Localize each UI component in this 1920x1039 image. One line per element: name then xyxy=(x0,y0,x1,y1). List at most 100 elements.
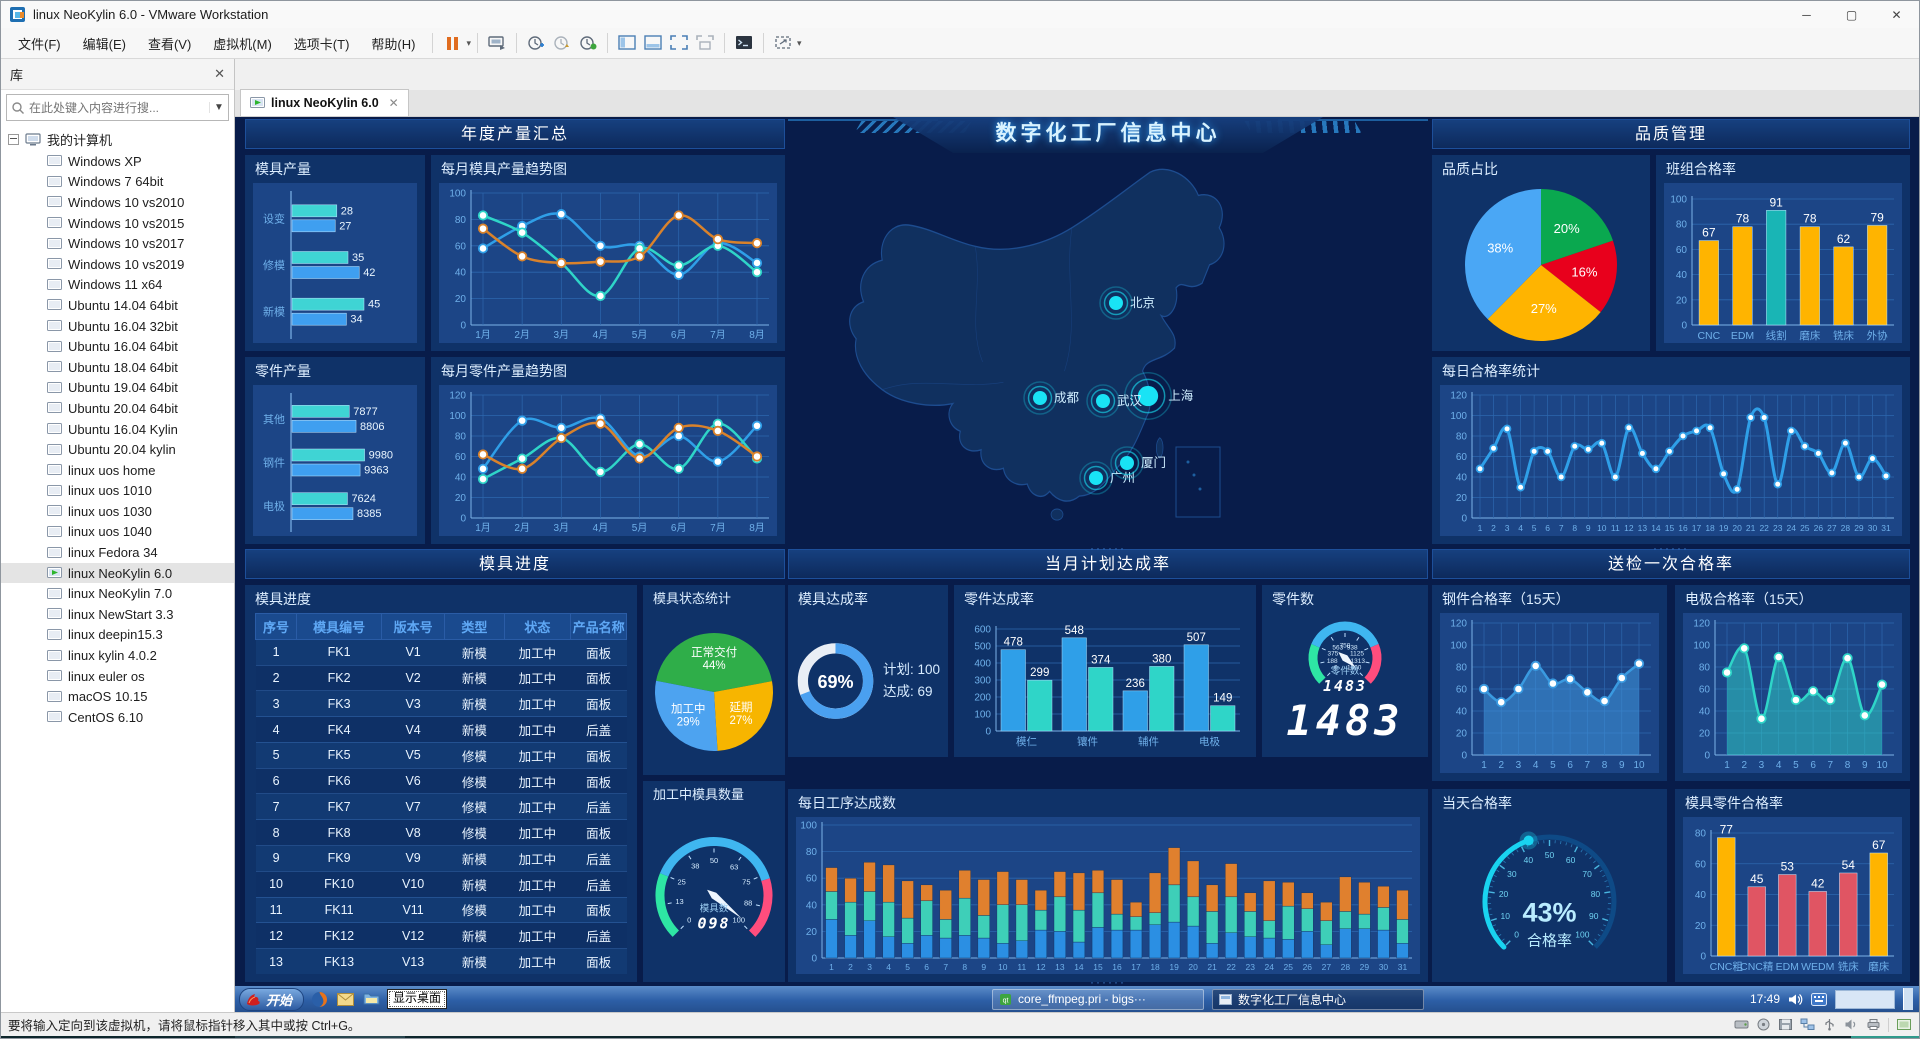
svg-text:100: 100 xyxy=(1450,411,1467,422)
vm-item[interactable]: linux deepin15.3 xyxy=(1,625,234,646)
close-button[interactable]: ✕ xyxy=(1891,7,1902,22)
vm-item[interactable]: Ubuntu 14.04 64bit xyxy=(1,295,234,316)
unity-mode-button[interactable] xyxy=(693,31,717,55)
vmware-logo-icon xyxy=(10,7,25,22)
taskbar-task[interactable]: 数字化工厂信息中心 xyxy=(1212,988,1425,1010)
vm-item[interactable]: linux Fedora 34 xyxy=(1,542,234,563)
vm-item-label: linux NeoKylin 7.0 xyxy=(68,586,173,602)
show-desktop-button[interactable]: 显示桌面 xyxy=(387,989,448,1009)
network-status-icon[interactable] xyxy=(1800,1018,1815,1031)
menu-m[interactable]: 虚拟机(M) xyxy=(213,36,272,52)
fit-guest-icon[interactable] xyxy=(1896,1018,1912,1032)
svg-text:9980: 9980 xyxy=(369,450,393,462)
take-snapshot-button[interactable] xyxy=(524,31,548,55)
vm-item-label: linux deepin15.3 xyxy=(68,627,163,643)
vm-item[interactable]: CentOS 6.10 xyxy=(1,707,234,728)
vm-item[interactable]: Windows 10 vs2010 xyxy=(1,192,234,213)
menu-e[interactable]: 编辑(E) xyxy=(82,36,126,52)
menu-f[interactable]: 文件(F) xyxy=(18,36,61,52)
svg-text:2: 2 xyxy=(1741,760,1747,771)
vm-item[interactable]: linux NewStart 3.3 xyxy=(1,604,234,625)
vm-item[interactable]: linux uos 1040 xyxy=(1,522,234,543)
svg-text:35: 35 xyxy=(352,252,364,264)
dashboard-title: 数字化工厂信息中心 xyxy=(893,117,1323,153)
menu-v[interactable]: 查看(V) xyxy=(147,36,192,52)
vm-item[interactable]: Windows 10 vs2015 xyxy=(1,213,234,234)
language-bar[interactable] xyxy=(1835,989,1895,1009)
svg-text:6: 6 xyxy=(1810,760,1816,771)
vm-item[interactable]: linux uos home xyxy=(1,460,234,481)
minimize-button[interactable]: ─ xyxy=(1802,7,1811,22)
svg-text:18: 18 xyxy=(1705,523,1715,533)
vm-tab[interactable]: linux NeoKylin 6.0 ✕ xyxy=(240,89,409,116)
vm-item[interactable]: linux NeoKylin 6.0 xyxy=(1,562,234,584)
vm-item[interactable]: Ubuntu 20.04 64bit xyxy=(1,398,234,419)
maximize-button[interactable]: ▢ xyxy=(1845,7,1858,22)
svg-text:辅件: 辅件 xyxy=(1138,735,1159,748)
vm-item[interactable]: Windows XP xyxy=(1,151,234,172)
vm-item[interactable]: Ubuntu 20.04 kylin xyxy=(1,439,234,460)
volume-icon[interactable] xyxy=(1788,993,1803,1006)
cdrom-status-icon[interactable] xyxy=(1756,1018,1771,1031)
fullscreen-button[interactable] xyxy=(667,31,691,55)
svg-text:7月: 7月 xyxy=(710,329,726,341)
send-ctrl-alt-del-button[interactable] xyxy=(485,31,509,55)
library-close-icon[interactable]: ✕ xyxy=(214,66,225,81)
vm-item[interactable]: linux NeoKylin 7.0 xyxy=(1,583,234,604)
autosize-button[interactable] xyxy=(771,31,795,55)
svg-text:10: 10 xyxy=(998,962,1008,972)
vm-item[interactable]: Windows 10 vs2019 xyxy=(1,254,234,275)
input-method-icon[interactable] xyxy=(1811,992,1827,1006)
menu-t[interactable]: 选项卡(T) xyxy=(293,36,350,52)
vm-item[interactable]: Ubuntu 16.04 Kylin xyxy=(1,419,234,440)
vm-item[interactable]: macOS 10.15 xyxy=(1,686,234,707)
vm-item[interactable]: linux euler os xyxy=(1,666,234,687)
svg-text:20: 20 xyxy=(455,493,467,504)
svg-text:新模: 新模 xyxy=(263,305,285,319)
search-input[interactable] xyxy=(25,100,209,115)
tree-expander-icon[interactable] xyxy=(8,134,19,145)
sound-status-icon[interactable] xyxy=(1844,1018,1859,1031)
vm-item[interactable]: Windows 7 64bit xyxy=(1,172,234,193)
mail-icon[interactable] xyxy=(335,989,356,1010)
folder-icon[interactable] xyxy=(361,989,382,1010)
svg-text:5月: 5月 xyxy=(632,329,648,341)
svg-text:22: 22 xyxy=(1759,523,1769,533)
svg-text:375: 375 xyxy=(1328,651,1339,658)
vm-item[interactable]: Windows 11 x64 xyxy=(1,275,234,296)
svg-text:29: 29 xyxy=(1854,523,1864,533)
pause-vm-button[interactable] xyxy=(440,31,464,55)
taskbar-task[interactable]: qt core_ffmpeg.pri - bigs··· xyxy=(992,988,1205,1010)
tab-close-icon[interactable]: ✕ xyxy=(388,96,399,110)
mold-output-chart: 设变 28 27 修模 35 42 新模 45 34 xyxy=(263,191,380,339)
firefox-icon[interactable] xyxy=(309,989,330,1010)
menu-h[interactable]: 帮助(H) xyxy=(371,36,416,52)
vm-item[interactable]: linux kylin 4.0.2 xyxy=(1,645,234,666)
revert-snapshot-button[interactable] xyxy=(550,31,574,55)
vm-item[interactable]: Windows 10 vs2017 xyxy=(1,233,234,254)
vm-item-label: Ubuntu 16.04 Kylin xyxy=(68,421,178,437)
vm-item[interactable]: Ubuntu 16.04 64bit xyxy=(1,336,234,357)
autosize-dropdown-icon[interactable]: ▾ xyxy=(796,37,802,48)
show-library-button[interactable] xyxy=(615,31,639,55)
floppy-status-icon[interactable] xyxy=(1778,1018,1793,1031)
vm-item[interactable]: linux uos 1010 xyxy=(1,481,234,502)
harddisk-status-icon[interactable] xyxy=(1734,1018,1749,1031)
vm-item[interactable]: Ubuntu 19.04 64bit xyxy=(1,378,234,399)
panel-team-pass: 班组合格率 0 20 40 60 80 100 CNC EDM 线割 磨床 铣床 外协 67 78 91 78… xyxy=(1656,155,1910,351)
printer-status-icon[interactable] xyxy=(1866,1018,1881,1031)
vm-item[interactable]: Ubuntu 18.04 64bit xyxy=(1,357,234,378)
show-console-button[interactable] xyxy=(641,31,665,55)
vm-item[interactable]: Ubuntu 16.04 32bit xyxy=(1,316,234,337)
start-button[interactable]: 开始 xyxy=(239,987,305,1011)
svg-text:20: 20 xyxy=(1676,295,1688,306)
console-view-button[interactable] xyxy=(732,31,756,55)
search-dropdown-icon[interactable]: ▼ xyxy=(209,102,228,113)
show-desktop-edge[interactable] xyxy=(1903,988,1913,1010)
tree-root-my-computer[interactable]: 我的计算机 xyxy=(1,128,234,151)
usb-status-icon[interactable] xyxy=(1822,1018,1837,1031)
svg-text:24: 24 xyxy=(1787,523,1797,533)
vm-item[interactable]: linux uos 1030 xyxy=(1,501,234,522)
snapshot-manager-button[interactable] xyxy=(576,31,600,55)
power-dropdown-icon[interactable]: ▾ xyxy=(466,37,471,48)
